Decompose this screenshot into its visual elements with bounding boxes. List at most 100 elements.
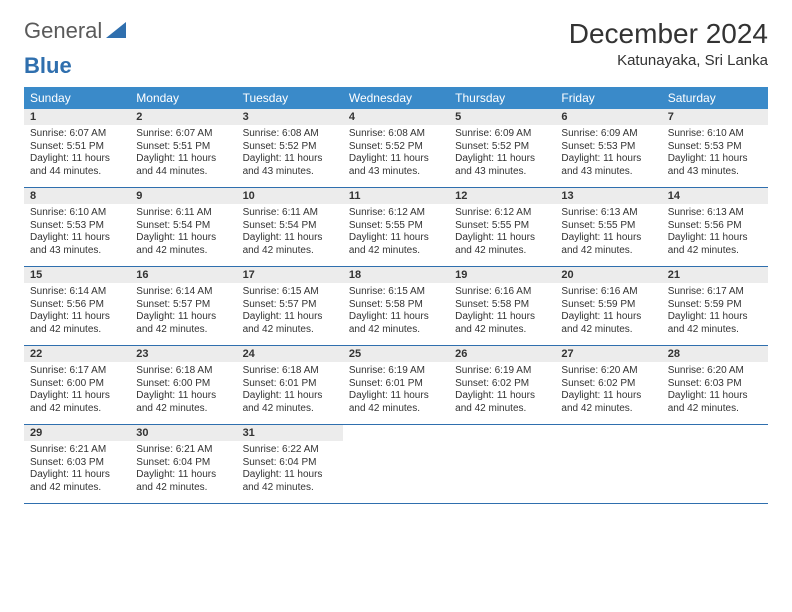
sun-info: Sunrise: 6:14 AMSunset: 5:57 PMDaylight:…: [130, 283, 236, 340]
sun-info: Sunrise: 6:20 AMSunset: 6:02 PMDaylight:…: [555, 362, 661, 419]
empty-cell: [449, 425, 555, 503]
day-number: 28: [662, 346, 768, 362]
day-cell: 23Sunrise: 6:18 AMSunset: 6:00 PMDayligh…: [130, 346, 236, 424]
day-header-cell: Monday: [130, 87, 236, 109]
day-cell: 27Sunrise: 6:20 AMSunset: 6:02 PMDayligh…: [555, 346, 661, 424]
day-cell: 17Sunrise: 6:15 AMSunset: 5:57 PMDayligh…: [237, 267, 343, 345]
sun-info: Sunrise: 6:11 AMSunset: 5:54 PMDaylight:…: [237, 204, 343, 261]
sun-info: Sunrise: 6:17 AMSunset: 6:00 PMDaylight:…: [24, 362, 130, 419]
day-cell: 1Sunrise: 6:07 AMSunset: 5:51 PMDaylight…: [24, 109, 130, 187]
day-cell: 18Sunrise: 6:15 AMSunset: 5:58 PMDayligh…: [343, 267, 449, 345]
day-number: 24: [237, 346, 343, 362]
day-cell: 8Sunrise: 6:10 AMSunset: 5:53 PMDaylight…: [24, 188, 130, 266]
sun-info: Sunrise: 6:19 AMSunset: 6:02 PMDaylight:…: [449, 362, 555, 419]
week-row: 1Sunrise: 6:07 AMSunset: 5:51 PMDaylight…: [24, 109, 768, 188]
day-cell: 14Sunrise: 6:13 AMSunset: 5:56 PMDayligh…: [662, 188, 768, 266]
day-number: 10: [237, 188, 343, 204]
day-cell: 19Sunrise: 6:16 AMSunset: 5:58 PMDayligh…: [449, 267, 555, 345]
day-cell: 20Sunrise: 6:16 AMSunset: 5:59 PMDayligh…: [555, 267, 661, 345]
day-header-cell: Thursday: [449, 87, 555, 109]
week-row: 29Sunrise: 6:21 AMSunset: 6:03 PMDayligh…: [24, 425, 768, 504]
day-number: 20: [555, 267, 661, 283]
day-number: 21: [662, 267, 768, 283]
empty-cell: [343, 425, 449, 503]
day-number: 19: [449, 267, 555, 283]
day-number: 7: [662, 109, 768, 125]
day-cell: 3Sunrise: 6:08 AMSunset: 5:52 PMDaylight…: [237, 109, 343, 187]
day-cell: 9Sunrise: 6:11 AMSunset: 5:54 PMDaylight…: [130, 188, 236, 266]
day-number: 23: [130, 346, 236, 362]
logo-text-blue: Blue: [24, 53, 72, 79]
weeks-container: 1Sunrise: 6:07 AMSunset: 5:51 PMDaylight…: [24, 109, 768, 504]
day-header-cell: Sunday: [24, 87, 130, 109]
logo: General: [24, 18, 128, 44]
sun-info: Sunrise: 6:13 AMSunset: 5:55 PMDaylight:…: [555, 204, 661, 261]
day-number: 4: [343, 109, 449, 125]
day-cell: 2Sunrise: 6:07 AMSunset: 5:51 PMDaylight…: [130, 109, 236, 187]
sun-info: Sunrise: 6:09 AMSunset: 5:52 PMDaylight:…: [449, 125, 555, 182]
day-cell: 4Sunrise: 6:08 AMSunset: 5:52 PMDaylight…: [343, 109, 449, 187]
day-cell: 7Sunrise: 6:10 AMSunset: 5:53 PMDaylight…: [662, 109, 768, 187]
day-number: 2: [130, 109, 236, 125]
sun-info: Sunrise: 6:14 AMSunset: 5:56 PMDaylight:…: [24, 283, 130, 340]
day-cell: 15Sunrise: 6:14 AMSunset: 5:56 PMDayligh…: [24, 267, 130, 345]
day-number: 1: [24, 109, 130, 125]
sun-info: Sunrise: 6:12 AMSunset: 5:55 PMDaylight:…: [449, 204, 555, 261]
day-number: 6: [555, 109, 661, 125]
sun-info: Sunrise: 6:21 AMSunset: 6:03 PMDaylight:…: [24, 441, 130, 498]
title-block: December 2024 Katunayaka, Sri Lanka: [569, 18, 768, 69]
day-number: 9: [130, 188, 236, 204]
day-header-cell: Wednesday: [343, 87, 449, 109]
day-cell: 13Sunrise: 6:13 AMSunset: 5:55 PMDayligh…: [555, 188, 661, 266]
day-number: 13: [555, 188, 661, 204]
week-row: 15Sunrise: 6:14 AMSunset: 5:56 PMDayligh…: [24, 267, 768, 346]
sun-info: Sunrise: 6:18 AMSunset: 6:00 PMDaylight:…: [130, 362, 236, 419]
sun-info: Sunrise: 6:17 AMSunset: 5:59 PMDaylight:…: [662, 283, 768, 340]
day-cell: 16Sunrise: 6:14 AMSunset: 5:57 PMDayligh…: [130, 267, 236, 345]
calendar-page: General December 2024 Katunayaka, Sri La…: [0, 0, 792, 522]
day-of-week-header: SundayMondayTuesdayWednesdayThursdayFrid…: [24, 87, 768, 109]
day-cell: 26Sunrise: 6:19 AMSunset: 6:02 PMDayligh…: [449, 346, 555, 424]
day-header-cell: Tuesday: [237, 87, 343, 109]
day-number: 31: [237, 425, 343, 441]
sun-info: Sunrise: 6:20 AMSunset: 6:03 PMDaylight:…: [662, 362, 768, 419]
day-cell: 24Sunrise: 6:18 AMSunset: 6:01 PMDayligh…: [237, 346, 343, 424]
calendar-grid: SundayMondayTuesdayWednesdayThursdayFrid…: [24, 87, 768, 504]
day-cell: 30Sunrise: 6:21 AMSunset: 6:04 PMDayligh…: [130, 425, 236, 503]
sun-info: Sunrise: 6:11 AMSunset: 5:54 PMDaylight:…: [130, 204, 236, 261]
day-number: 5: [449, 109, 555, 125]
day-cell: 6Sunrise: 6:09 AMSunset: 5:53 PMDaylight…: [555, 109, 661, 187]
day-cell: 22Sunrise: 6:17 AMSunset: 6:00 PMDayligh…: [24, 346, 130, 424]
day-cell: 21Sunrise: 6:17 AMSunset: 5:59 PMDayligh…: [662, 267, 768, 345]
sun-info: Sunrise: 6:15 AMSunset: 5:57 PMDaylight:…: [237, 283, 343, 340]
day-number: 26: [449, 346, 555, 362]
day-number: 27: [555, 346, 661, 362]
empty-cell: [555, 425, 661, 503]
day-number: 29: [24, 425, 130, 441]
sun-info: Sunrise: 6:19 AMSunset: 6:01 PMDaylight:…: [343, 362, 449, 419]
location-text: Katunayaka, Sri Lanka: [569, 52, 768, 69]
logo-triangle-icon: [106, 18, 126, 44]
day-number: 25: [343, 346, 449, 362]
day-number: 8: [24, 188, 130, 204]
day-number: 17: [237, 267, 343, 283]
empty-cell: [662, 425, 768, 503]
day-cell: 28Sunrise: 6:20 AMSunset: 6:03 PMDayligh…: [662, 346, 768, 424]
sun-info: Sunrise: 6:12 AMSunset: 5:55 PMDaylight:…: [343, 204, 449, 261]
day-number: 12: [449, 188, 555, 204]
day-cell: 29Sunrise: 6:21 AMSunset: 6:03 PMDayligh…: [24, 425, 130, 503]
day-cell: 31Sunrise: 6:22 AMSunset: 6:04 PMDayligh…: [237, 425, 343, 503]
sun-info: Sunrise: 6:13 AMSunset: 5:56 PMDaylight:…: [662, 204, 768, 261]
day-cell: 12Sunrise: 6:12 AMSunset: 5:55 PMDayligh…: [449, 188, 555, 266]
day-header-cell: Friday: [555, 87, 661, 109]
day-cell: 5Sunrise: 6:09 AMSunset: 5:52 PMDaylight…: [449, 109, 555, 187]
logo-text-general: General: [24, 18, 102, 44]
sun-info: Sunrise: 6:16 AMSunset: 5:59 PMDaylight:…: [555, 283, 661, 340]
sun-info: Sunrise: 6:18 AMSunset: 6:01 PMDaylight:…: [237, 362, 343, 419]
sun-info: Sunrise: 6:10 AMSunset: 5:53 PMDaylight:…: [662, 125, 768, 182]
day-cell: 11Sunrise: 6:12 AMSunset: 5:55 PMDayligh…: [343, 188, 449, 266]
day-number: 18: [343, 267, 449, 283]
week-row: 22Sunrise: 6:17 AMSunset: 6:00 PMDayligh…: [24, 346, 768, 425]
day-number: 16: [130, 267, 236, 283]
sun-info: Sunrise: 6:08 AMSunset: 5:52 PMDaylight:…: [343, 125, 449, 182]
